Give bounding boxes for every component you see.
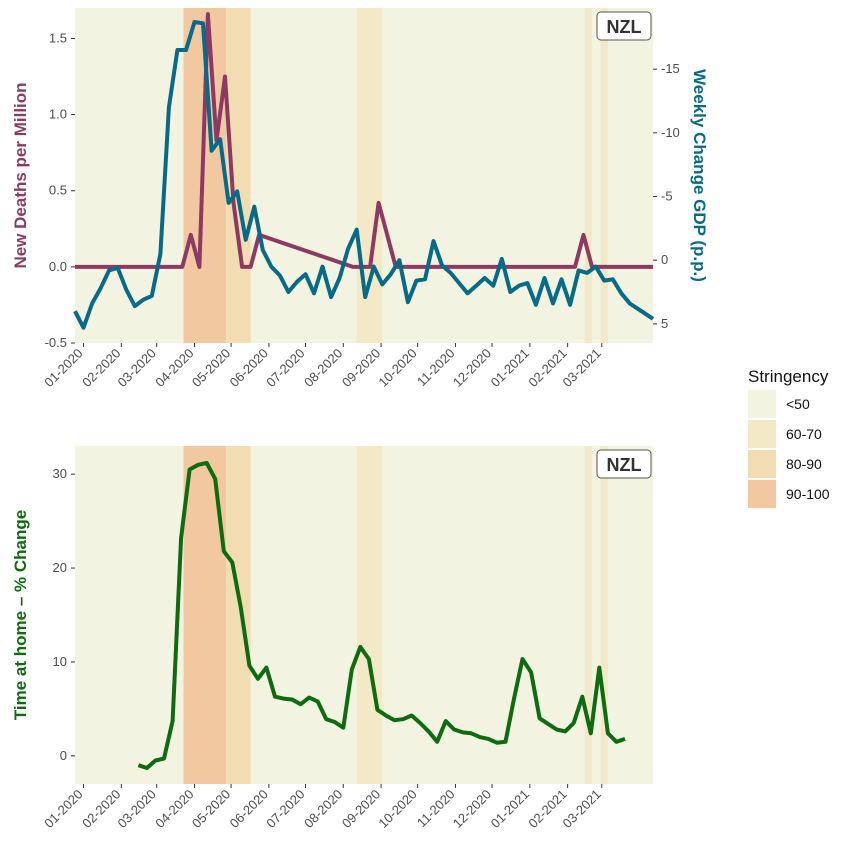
stringency-band — [584, 8, 593, 343]
y-tick-label: 0 — [60, 748, 67, 763]
legend-swatch — [748, 480, 776, 508]
country-label: NZL — [607, 455, 642, 475]
x-tick-label: 09-2020 — [339, 346, 383, 390]
x-tick-label: 09-2020 — [339, 787, 383, 831]
y-axis-title: Time at home – % Change — [11, 510, 30, 720]
x-tick-label: 01-2020 — [41, 346, 85, 390]
x-tick-label: 11-2020 — [414, 787, 458, 831]
y2-tick-label: -10 — [661, 125, 680, 140]
series-line-deaths — [75, 12, 653, 269]
x-tick-label: 05-2020 — [189, 787, 233, 831]
y-tick-label: 0.0 — [49, 259, 67, 274]
y2-tick-label: 5 — [661, 316, 668, 331]
x-tick-label: 06-2020 — [227, 346, 271, 390]
x-tick-label: 11-2020 — [414, 346, 458, 390]
x-tick-label: 03-2020 — [114, 346, 158, 390]
legend-label: 80-90 — [786, 456, 822, 472]
stringency-band — [584, 446, 593, 784]
bottom-panel: 0 10 20 30 01-202002-202003-202004-202005-20… — [11, 446, 653, 831]
x-tick-label: 08-2020 — [301, 787, 345, 831]
x-tick-label: 12-2020 — [450, 346, 494, 390]
x-tick-label: 08-2020 — [301, 346, 345, 390]
y-tick-label: 1.0 — [49, 107, 67, 122]
legend-swatch — [748, 420, 776, 448]
y-tick-label: 0.5 — [49, 183, 67, 198]
x-tick-label: 05-2020 — [189, 346, 233, 390]
country-label-box — [596, 449, 652, 479]
y2-axis-title: Weekly Change GDP (p.p.) — [690, 69, 709, 282]
legend-swatch — [748, 450, 776, 478]
x-tick-label: 03-2021 — [560, 787, 604, 831]
x-tick-label: 03-2020 — [114, 787, 158, 831]
series-line-gdp — [73, 20, 655, 330]
y2-tick-label: -15 — [661, 61, 680, 76]
y2-tick-label: -5 — [661, 189, 673, 204]
stringency-band — [226, 446, 251, 784]
y2-tick-label: 0 — [661, 252, 668, 267]
stringency-band — [600, 8, 608, 343]
y-axis-title: New Deaths per Million — [11, 82, 30, 268]
x-tick-label: 07-2020 — [263, 346, 307, 390]
x-tick-label: 07-2020 — [263, 787, 307, 831]
x-tick-label: 01-2021 — [488, 346, 532, 390]
country-label: NZL — [607, 17, 642, 37]
x-tick-label: 06-2020 — [227, 787, 271, 831]
x-tick-label: 10-2020 — [375, 346, 419, 390]
x-tick-label: 03-2021 — [560, 346, 604, 390]
x-tick-label: 04-2020 — [152, 346, 196, 390]
y-tick-label: 20 — [53, 560, 67, 575]
x-tick-label: 01-2020 — [41, 787, 85, 831]
legend-label: <50 — [786, 396, 810, 412]
x-tick-label: 01-2021 — [488, 787, 532, 831]
x-tick-label: 02-2020 — [79, 346, 123, 390]
y-tick-label: 1.5 — [49, 30, 67, 45]
country-label-box — [596, 11, 652, 41]
legend-label: 60-70 — [786, 426, 822, 442]
y-tick-label: 30 — [53, 466, 67, 481]
series-line-home — [137, 460, 626, 770]
stringency-band — [183, 446, 227, 784]
stringency-band — [356, 446, 383, 784]
x-tick-label: 10-2020 — [375, 787, 419, 831]
y-tick-label: 10 — [53, 654, 67, 669]
x-tick-label: 04-2020 — [152, 787, 196, 831]
stringency-band — [356, 8, 383, 343]
legend-title: Stringency — [748, 367, 829, 386]
stringency-legend: Stringency <50 60-70 80-90 90-100 — [748, 367, 830, 508]
x-tick-label: 12-2020 — [450, 787, 494, 831]
legend-label: 90-100 — [786, 486, 830, 502]
x-tick-label: 02-2020 — [79, 787, 123, 831]
stringency-band — [600, 446, 608, 784]
top-panel: -0.5 0.0 0.5 1.0 1.5 5 0 -5 -10 -15 01-202002-2020… — [11, 8, 709, 390]
y-tick-label: -0.5 — [45, 335, 67, 350]
legend-swatch — [748, 390, 776, 418]
